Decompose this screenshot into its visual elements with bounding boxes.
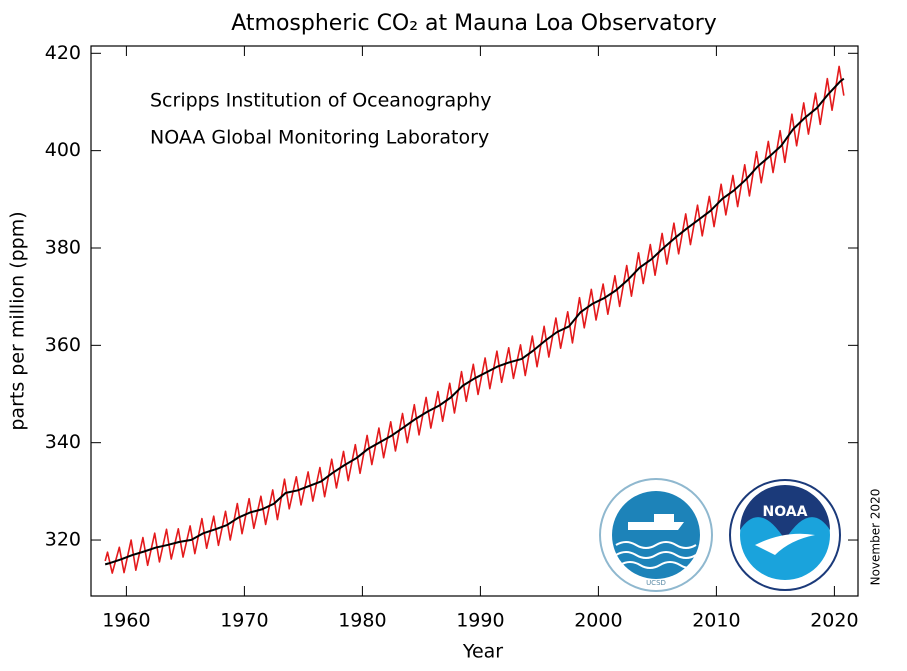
date-note: November 2020 (869, 489, 883, 586)
scripps-logo: UCSD (599, 478, 713, 592)
x-axis-label: Year (462, 641, 503, 663)
x-tick-label: 1960 (102, 610, 150, 632)
y-axis-label: parts per million (ppm) (7, 211, 29, 430)
x-tick-label: 1970 (220, 610, 268, 632)
x-tick-label: 1980 (338, 610, 386, 632)
data-line (104, 65, 845, 574)
y-tick-label: 340 (45, 431, 81, 453)
x-tick-label: 2010 (692, 610, 740, 632)
x-tick-label: 2000 (574, 610, 622, 632)
noaa-logo: NOAA (729, 479, 841, 591)
annotation: Scripps Institution of Oceanography (150, 90, 491, 112)
y-tick-label: 420 (45, 42, 81, 64)
y-tick-label: 360 (45, 334, 81, 356)
y-tick-label: 400 (45, 139, 81, 161)
logo-text: UCSD (646, 579, 666, 587)
x-tick-label: 2020 (810, 610, 858, 632)
x-tick-label: 1990 (456, 610, 504, 632)
chart-title: Atmospheric CO₂ at Mauna Loa Observatory (231, 11, 717, 36)
y-tick-label: 320 (45, 529, 81, 551)
annotation: NOAA Global Monitoring Laboratory (150, 127, 489, 149)
data-line (104, 77, 845, 566)
y-tick-label: 380 (45, 236, 81, 258)
plot-frame (90, 45, 859, 597)
logo-text: NOAA (763, 504, 808, 520)
